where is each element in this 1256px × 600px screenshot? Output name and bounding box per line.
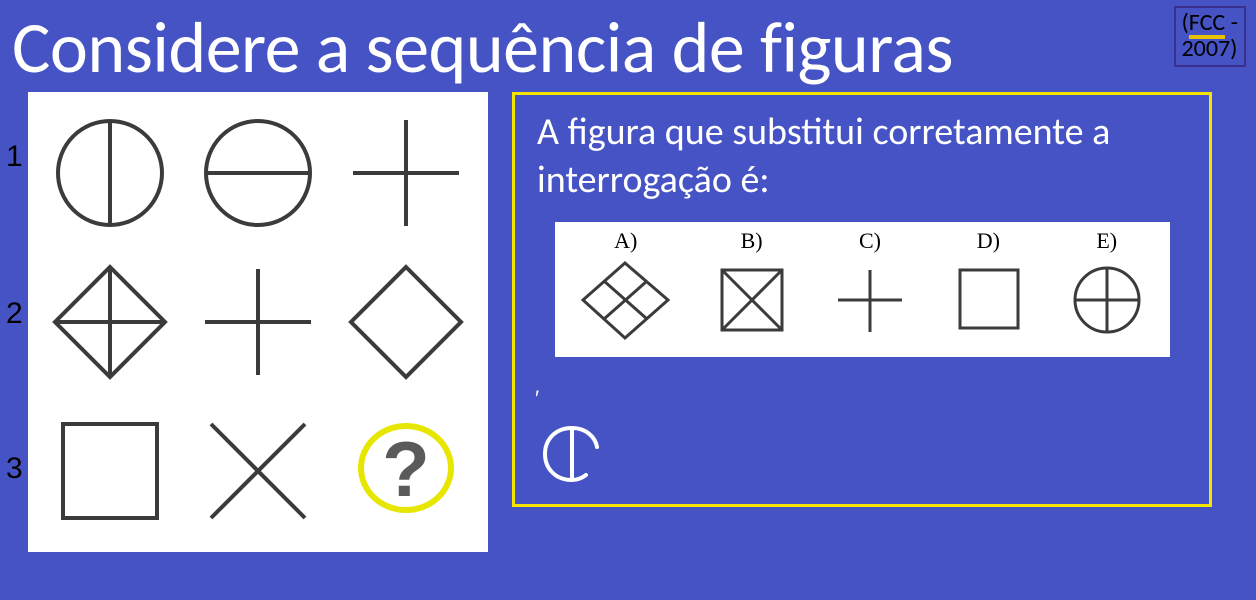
option-e: E) [1067,228,1147,343]
figure-grid-panel: 1 2 3 [28,92,488,552]
option-b: B) [712,228,792,343]
shape-square-small [948,258,1028,343]
grid-cell-2-1 [36,247,184,396]
grid-cell-1-1 [36,98,184,247]
option-e-label: E) [1096,228,1117,254]
grid-cell-2-3 [332,247,480,396]
grid-cell-3-2 [184,397,332,546]
shape-diamond-plus [45,257,175,387]
grid-cell-3-1 [36,397,184,546]
grid-cell-2-2 [184,247,332,396]
option-c: C) [830,228,910,343]
shape-circle-plus [1067,258,1147,343]
badge-line2: 2007) [1182,34,1238,63]
shape-qmark: ? [341,406,471,536]
grid-cell-1-2 [184,98,332,247]
question-panel: A figura que substitui corretamente a in… [512,92,1212,507]
shape-xcross [193,406,323,536]
badge-line1-prefix: ( [1182,8,1189,37]
option-d-label: D) [977,228,1000,254]
shape-circle-vline [45,108,175,238]
svg-text:?: ? [382,425,430,513]
shape-square-x [712,258,792,343]
grid-cell-1-3 [332,98,480,247]
grid-cell-3-3: ? [332,397,480,546]
shape-plus [193,257,323,387]
content-row: 1 2 3 [0,92,1256,564]
question-text: A figura que substitui corretamente a in… [537,109,1187,204]
row-label-3: 3 [6,452,23,486]
option-c-label: C) [859,228,881,254]
shape-diamond [341,257,471,387]
option-b-label: B) [741,228,763,254]
shape-circle-hline [193,108,323,238]
page-title: Considere a sequência de figuras [0,0,1256,92]
option-a: A) [578,228,673,343]
annotation-circle-icon [537,422,607,486]
option-d: D) [948,228,1028,343]
row-label-1: 1 [6,140,23,174]
shape-plus [341,108,471,238]
shape-square [45,406,175,536]
option-a-label: A) [614,228,637,254]
badge-line1-suffix: - [1225,8,1238,37]
shape-plus-small [830,258,910,343]
row-label-2: 2 [6,297,23,331]
source-badge: (FCC - 2007) [1174,6,1246,67]
options-bar: A) B) C) [555,222,1170,357]
annotation-tick: ′ [535,385,539,412]
shape-diamond-grid [578,258,673,343]
